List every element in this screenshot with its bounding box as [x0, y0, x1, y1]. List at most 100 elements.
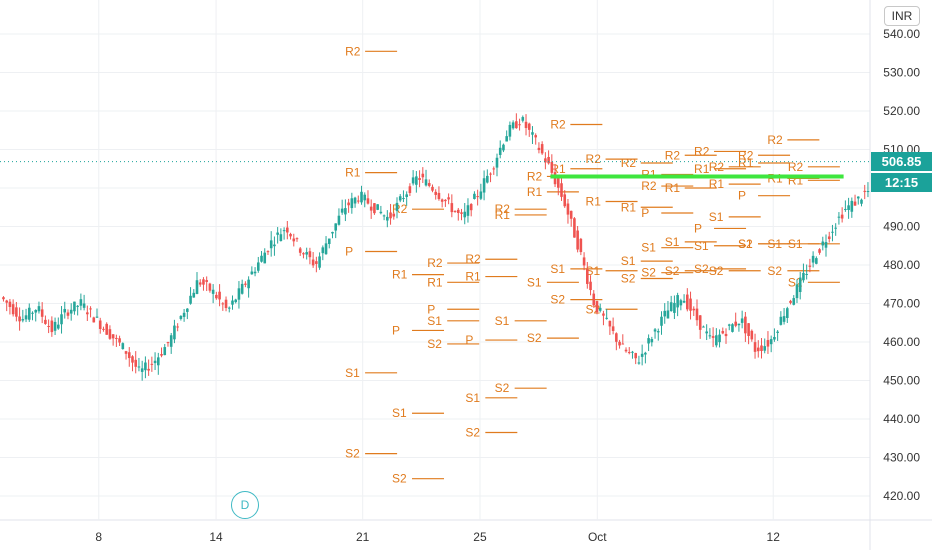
- pivot-label-s1: S1: [427, 314, 442, 328]
- candle-body: [605, 317, 608, 319]
- y-tick-label: 430.00: [883, 451, 920, 465]
- candle-body: [382, 215, 386, 217]
- candle-body: [389, 212, 392, 219]
- candle-body: [363, 194, 367, 201]
- candle-body: [192, 292, 196, 298]
- candle-body: [608, 320, 612, 327]
- candle-body: [179, 315, 183, 319]
- candle-body: [253, 271, 257, 274]
- pivot-label-r2: R2: [621, 156, 637, 170]
- candle-body: [866, 191, 870, 193]
- candle-body: [747, 323, 750, 336]
- candle-body: [153, 360, 157, 364]
- candle-body: [308, 251, 312, 258]
- pivot-label-s1: S1: [665, 235, 680, 249]
- pivot-label-s1: S1: [586, 264, 601, 278]
- pivot-levels: R2R1PS1S2R2R1PS1S2R2R1PS1S2R2R1PS1S2R2R1…: [345, 44, 840, 486]
- pivot-label-s2: S2: [694, 262, 709, 276]
- candle-body: [724, 333, 728, 337]
- candle-body: [124, 351, 128, 354]
- x-tick-label: 8: [95, 530, 102, 544]
- y-axis[interactable]: 420.00 430.00 440.00 450.00 460.00 470.00 480.…: [883, 27, 920, 503]
- pivot-label-s1: S1: [621, 254, 636, 268]
- pivot-label-r1: R1: [392, 268, 408, 282]
- candle-body: [208, 283, 212, 291]
- candle-body: [50, 320, 54, 333]
- candle-body: [831, 231, 834, 233]
- candle-body: [37, 306, 41, 312]
- pivot-label-s1: S1: [767, 237, 782, 251]
- candle-body: [479, 191, 483, 199]
- y-tick-label: 460.00: [883, 335, 920, 349]
- candle-body: [744, 316, 747, 334]
- dividend-marker[interactable]: D: [231, 491, 259, 519]
- candle-body: [57, 324, 60, 329]
- candle-body: [834, 227, 837, 229]
- candle-body: [18, 316, 21, 322]
- candle-body: [398, 196, 402, 201]
- last-price-badge: 506.85: [871, 152, 932, 171]
- candle-body: [8, 301, 12, 307]
- candle-body: [408, 186, 412, 193]
- candle-body: [431, 186, 434, 191]
- candle-body: [402, 198, 405, 200]
- candle-body: [682, 300, 686, 303]
- candle-body: [689, 298, 692, 311]
- y-tick-label: 480.00: [883, 258, 920, 272]
- candle-body: [295, 238, 299, 240]
- pivot-label-s1: S1: [641, 241, 656, 255]
- candle-body: [160, 354, 163, 356]
- x-tick-label: 25: [473, 530, 487, 544]
- bar-countdown-badge: 12:15: [871, 173, 932, 192]
- candle-body: [660, 316, 663, 326]
- candle-body: [186, 308, 189, 312]
- candle-body: [586, 269, 589, 284]
- candle-body: [811, 255, 815, 263]
- candle-body: [121, 343, 125, 350]
- pivot-label-s1: S1: [738, 237, 753, 251]
- candle-body: [163, 347, 167, 356]
- candle-body: [856, 196, 860, 199]
- candle-body: [5, 300, 8, 303]
- pivot-label-s1: S1: [495, 314, 510, 328]
- candle-body: [860, 199, 863, 204]
- pivot-label-r2: R2: [641, 179, 657, 193]
- candle-body: [727, 324, 731, 326]
- candle-body: [205, 280, 208, 282]
- candle-body: [556, 178, 560, 188]
- candle-body: [2, 297, 5, 300]
- pivot-label-r2: R2: [665, 148, 681, 162]
- x-axis[interactable]: 8 14 21 25 Oct 12: [95, 530, 780, 544]
- candle-body: [437, 192, 441, 200]
- candle-body: [76, 305, 79, 307]
- pivot-label-s1: S1: [345, 366, 360, 380]
- candle-body: [282, 230, 286, 232]
- candlesticks: [2, 113, 870, 381]
- pivot-label-r1: R1: [621, 200, 637, 214]
- candle-body: [24, 315, 28, 320]
- candle-body: [11, 304, 15, 315]
- candle-body: [550, 161, 554, 173]
- candle-body: [156, 357, 160, 366]
- candle-body: [844, 208, 847, 210]
- candle-body: [386, 216, 389, 221]
- candle-body: [582, 257, 586, 266]
- candle-body: [418, 178, 421, 180]
- candle-body: [302, 253, 305, 255]
- candle-body: [134, 359, 138, 367]
- candle-body: [234, 299, 238, 303]
- pivot-label-s1: S1: [709, 210, 724, 224]
- candle-body: [569, 210, 573, 219]
- candle-body: [250, 271, 254, 275]
- pivot-label-r1: R1: [709, 177, 725, 191]
- pivot-label-r1: R1: [427, 275, 443, 289]
- candle-body: [221, 303, 225, 305]
- candle-body: [44, 319, 47, 324]
- candle-body: [176, 326, 179, 328]
- candle-body: [631, 351, 634, 353]
- candle-body: [292, 238, 296, 242]
- currency-label[interactable]: INR: [884, 6, 920, 26]
- pivot-label-r2: R2: [586, 152, 602, 166]
